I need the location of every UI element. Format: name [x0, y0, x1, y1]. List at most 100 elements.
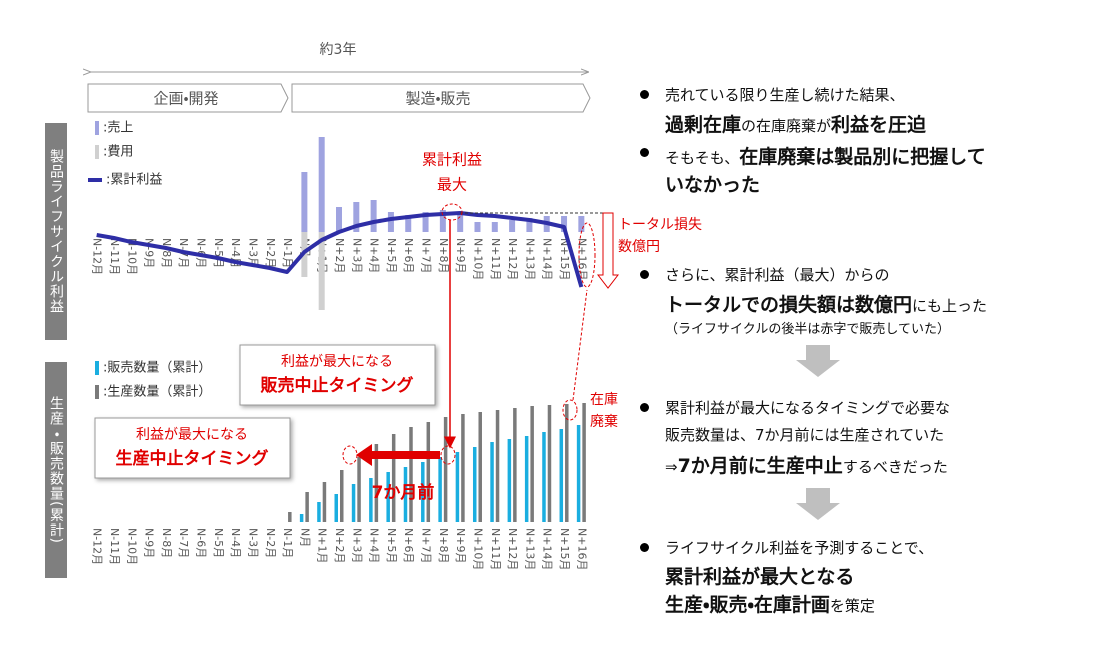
text-segment: 累計利益が最大になるタイミングで必要な — [665, 399, 951, 417]
text-segment: 累計利益が最大となる — [665, 566, 855, 588]
annotation: トータル損失 — [618, 217, 702, 233]
x-tick-label: N+15月 — [558, 238, 571, 280]
x-tick-label: N+2月 — [333, 238, 346, 273]
text-segment: 生産・販売・在庫計画 — [665, 594, 830, 616]
bar — [455, 452, 460, 522]
text-segment: 売れている限り生産し続けた結果、 — [665, 86, 905, 104]
bar — [305, 492, 309, 522]
legend-swatch — [95, 121, 99, 135]
bar — [336, 207, 342, 232]
bullet-line: 販売数量は、7か月前には生産されていた — [665, 424, 944, 445]
legend-swatch — [95, 145, 99, 159]
bullet-line: 売れている限り生産し続けた結果、 — [665, 84, 905, 105]
callout-box — [94, 417, 291, 479]
x-tick-label: N+5月 — [385, 238, 398, 273]
bullet-line: 累計利益が最大になるタイミングで必要な — [665, 397, 950, 418]
bullet-line: ライフサイクル利益を予測することで、 — [665, 537, 933, 558]
x-tick-label: N-2月 — [264, 238, 277, 268]
text-segment: いなかった — [665, 174, 761, 196]
x-tick-label: N+1月 — [316, 528, 329, 563]
bullet-line: 累計利益が最大となる — [665, 562, 854, 589]
x-tick-label: N-3月 — [246, 238, 259, 268]
x-tick-label: N+14月 — [541, 528, 554, 570]
x-tick-label: N-7月 — [177, 528, 190, 558]
x-tick-label: N+15月 — [558, 528, 571, 570]
bar — [318, 232, 325, 310]
bar — [472, 447, 477, 522]
x-tick-label: N+16月 — [575, 528, 588, 570]
callout-text: 利益が最大になる — [281, 354, 393, 370]
bar — [391, 434, 396, 522]
highlight-circle — [562, 399, 578, 421]
x-tick-label: N-10月 — [125, 238, 138, 275]
bar — [317, 502, 321, 522]
text-segment: ライフサイクル利益を予測することで、 — [665, 539, 934, 557]
text-segment: トータルでの損失額は数億円 — [665, 294, 913, 316]
x-tick-label: N-11月 — [108, 238, 121, 275]
text-segment: ⇒ — [665, 458, 678, 476]
bar — [351, 484, 356, 522]
x-tick-label: N+6月 — [402, 528, 415, 563]
bar — [299, 514, 304, 522]
text-segment: するべきだった — [842, 458, 948, 476]
x-tick-label: N+6月 — [402, 238, 415, 273]
x-tick-label: N+11月 — [489, 238, 502, 280]
bullet-line: 過剰在庫の在庫廃棄が利益を圧迫 — [665, 110, 926, 137]
phase-box — [87, 83, 289, 113]
x-tick-label: N+13月 — [523, 238, 536, 280]
x-tick-label: N+4月 — [368, 528, 381, 563]
bar — [578, 216, 585, 232]
dashed-connector — [572, 289, 588, 401]
bar — [509, 220, 516, 232]
callout-text: 生産中止タイミング — [116, 448, 269, 469]
bar — [507, 439, 512, 522]
callout-text: 販売中止タイミング — [261, 375, 414, 396]
x-tick-label: N-4月 — [229, 528, 242, 558]
bar — [353, 202, 360, 232]
y-axis-title: 生産・販売数量(累計) — [45, 362, 67, 578]
bar — [421, 462, 425, 522]
highlight-circle — [441, 203, 463, 221]
bar — [318, 137, 325, 232]
x-tick-label: N+8月 — [437, 238, 450, 273]
annotation: 在庫 — [590, 392, 618, 408]
x-tick-label: N-1月 — [281, 528, 294, 558]
x-tick-label: N+14月 — [541, 238, 554, 280]
highlight-circle — [342, 445, 358, 465]
x-tick-label: N+10月 — [471, 528, 484, 570]
x-tick-label: N-11月 — [108, 528, 121, 565]
x-tick-label: N-9月 — [143, 528, 156, 558]
x-tick-label: N-8月 — [160, 238, 173, 268]
bar — [559, 429, 564, 522]
bar — [457, 212, 464, 232]
bullet-dot — [640, 403, 649, 412]
text-segment: を策定 — [829, 597, 875, 615]
text-segment: 販売数量は、7か月前には生産されていた — [665, 426, 945, 444]
x-tick-label: N+4月 — [368, 238, 381, 273]
x-tick-label: N+16月 — [575, 238, 588, 280]
legend-label: :売上 — [103, 120, 133, 136]
charts: N-12月 N-11月 N-10月 N-9月 N-8月 N-7月 N-6月 N-5月 N-4月 N… — [88, 120, 588, 570]
bar — [474, 222, 481, 232]
annotation: 累計利益 — [422, 151, 482, 169]
bullet-line: 生産・販売・在庫計画を策定 — [665, 590, 875, 617]
flow-arrow — [796, 488, 840, 520]
x-tick-label: N+2月 — [333, 528, 346, 563]
bullet-dot — [640, 148, 649, 157]
bar — [334, 494, 338, 522]
x-tick-label: N+9月 — [454, 528, 467, 563]
bar — [301, 172, 308, 232]
bar — [386, 472, 390, 522]
x-tick-label: N+10月 — [471, 238, 484, 280]
bar — [530, 406, 534, 522]
bar — [490, 442, 494, 522]
bar — [561, 216, 568, 232]
x-tick-label: N-10月 — [125, 528, 138, 565]
bar — [405, 215, 412, 232]
x-tick-label: N+7月 — [420, 238, 433, 273]
text-segment: 過剰在庫 — [665, 114, 742, 136]
highlight-circle — [440, 445, 456, 465]
text-segment: 利益を圧迫 — [831, 114, 927, 136]
left-arrow — [356, 444, 440, 466]
annotation: 7か月前 — [372, 482, 435, 503]
